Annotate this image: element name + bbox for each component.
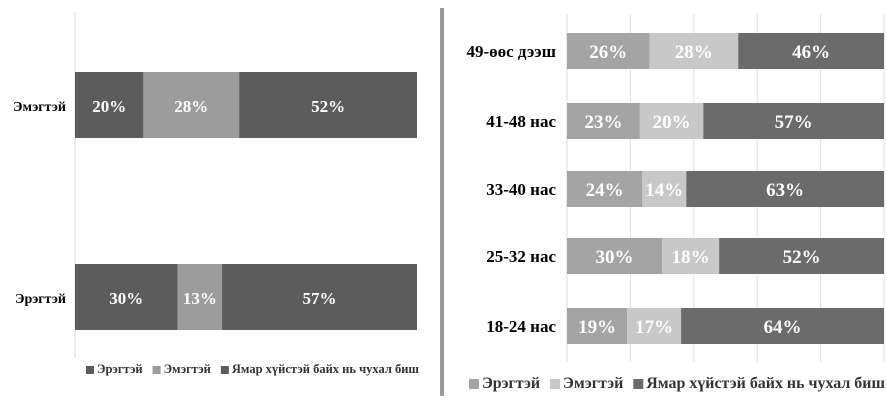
legend-swatch	[469, 379, 479, 389]
data-label: 30%	[596, 247, 634, 268]
bar-segment	[239, 72, 417, 138]
data-label: 57%	[303, 289, 337, 308]
legend-swatch	[86, 366, 94, 374]
bar-segment	[681, 308, 884, 344]
legend-item: Эрэгтэй	[86, 362, 143, 376]
data-label: 17%	[635, 317, 673, 338]
legend-swatch	[633, 379, 644, 389]
bar-segment	[567, 308, 628, 344]
legend-swatch	[550, 379, 561, 389]
legend-item: Эмэгтэй	[152, 362, 211, 376]
legend-swatch	[220, 366, 229, 374]
category-label: Эмэгтэй	[13, 100, 66, 115]
bar-segment	[567, 238, 663, 274]
category-label: 18-24 нас	[486, 317, 556, 336]
legend-label: Эмэгтэй	[563, 375, 623, 392]
data-label: 20%	[653, 112, 691, 133]
data-label: 64%	[764, 317, 802, 338]
bar-segment	[222, 264, 417, 330]
data-label: 19%	[578, 317, 616, 338]
data-label: 26%	[589, 42, 627, 63]
legend-label: Ямар хүйстэй байх нь чухал биш	[646, 375, 885, 392]
bar-segment	[567, 33, 650, 69]
data-label: 20%	[92, 97, 126, 116]
data-label: 24%	[586, 180, 624, 201]
bar-segment	[738, 33, 884, 69]
data-label: 14%	[645, 180, 683, 201]
legend-label: Эрэгтэй	[482, 375, 540, 392]
bar-segment	[686, 171, 884, 207]
age-chart: 49-өөс дээш 26% 28% 46% 41-48 нас 23% 20% 57% 33…	[466, 14, 885, 392]
category-label: 33-40 нас	[486, 180, 556, 199]
bar-segment	[642, 171, 687, 207]
legend-item: Эрэгтэй	[469, 375, 540, 392]
category-label: Эрэгтэй	[15, 292, 66, 307]
legend-label: Эмэгтэй	[164, 362, 211, 376]
data-label: 30%	[109, 289, 143, 308]
bar-segment	[662, 238, 720, 274]
legend-label: Эрэгтэй	[97, 362, 143, 376]
panel-divider	[440, 8, 444, 396]
gender-chart: Эмэгтэй 20% 28% 52% Эрэгтэй 30% 13% 57% Эрэгтэй Э…	[13, 12, 420, 376]
legend-item: Ямар хүйстэй байх нь чухал биш	[220, 362, 420, 376]
bar-segment	[627, 308, 682, 344]
legend-item: Эмэгтэй	[550, 375, 623, 392]
data-label: 18%	[672, 247, 710, 268]
data-label: 52%	[783, 247, 821, 268]
data-label: 13%	[183, 289, 217, 308]
legend-swatch	[152, 366, 161, 374]
data-label: 46%	[792, 42, 830, 63]
bar-segment	[703, 103, 884, 139]
bar-segment	[75, 72, 144, 138]
data-label: 23%	[584, 112, 622, 133]
bar-segment	[719, 238, 884, 274]
bar-segment	[639, 103, 704, 139]
data-label: 57%	[775, 112, 813, 133]
legend-label: Ямар хүйстэй байх нь чухал биш	[232, 362, 420, 376]
bar-segment	[567, 171, 643, 207]
data-label: 28%	[174, 97, 208, 116]
data-label: 52%	[311, 97, 345, 116]
category-label: 25-32 нас	[486, 247, 556, 266]
data-label: 63%	[766, 180, 804, 201]
data-label: 28%	[675, 42, 713, 63]
bar-segment	[177, 264, 223, 330]
bar-segment	[143, 72, 240, 138]
category-label: 41-48 нас	[486, 112, 556, 131]
bar-segment	[567, 103, 640, 139]
bar-segment	[649, 33, 739, 69]
legend-item: Ямар хүйстэй байх нь чухал биш	[633, 375, 885, 392]
bar-segment	[75, 264, 178, 330]
category-label: 49-өөс дээш	[466, 42, 556, 61]
